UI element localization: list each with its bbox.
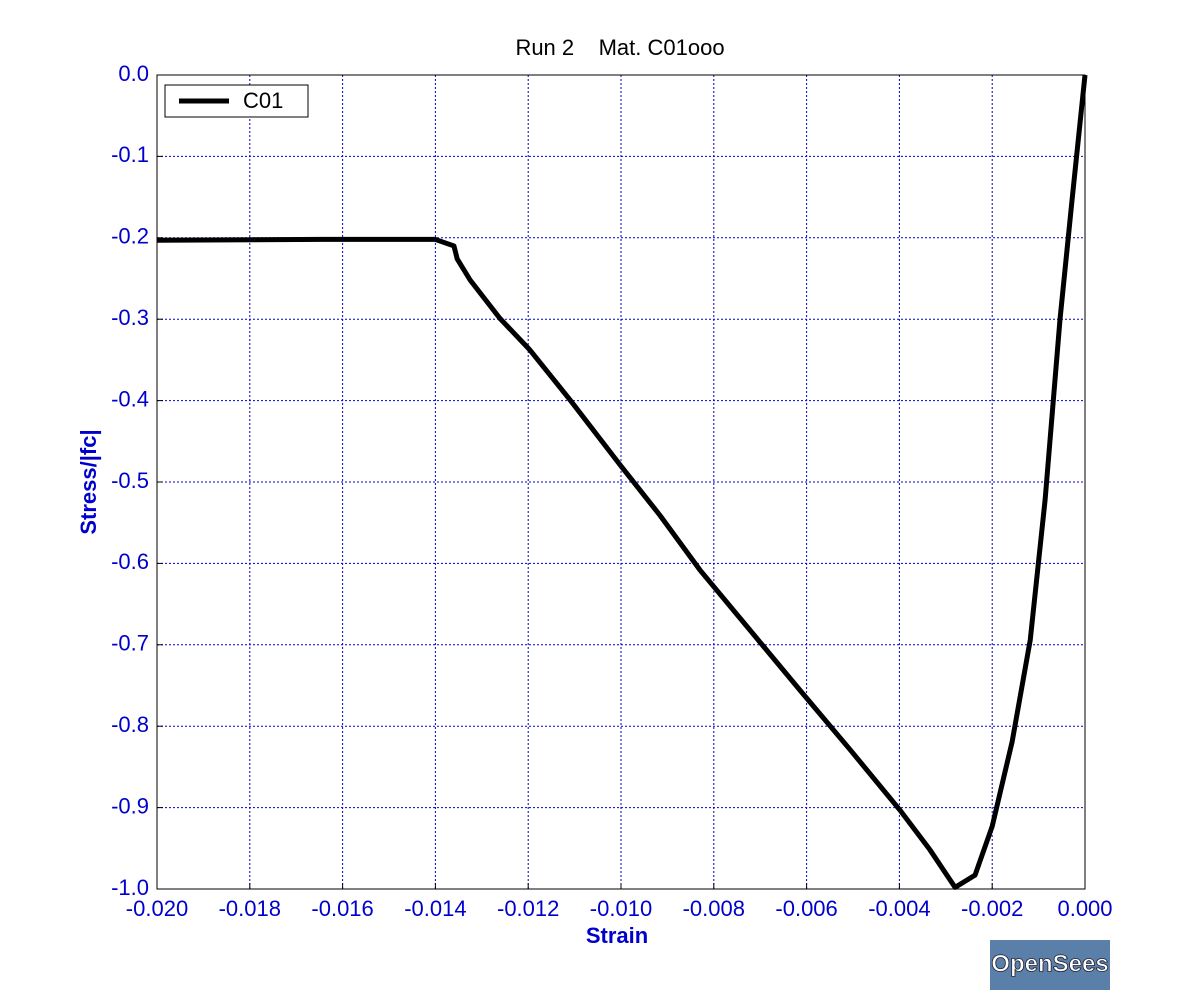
y-tick-label: 0.0 (118, 61, 149, 86)
x-tick-label: -0.008 (683, 896, 745, 921)
chart-title: Run 2 Mat. C01ooo (515, 35, 724, 60)
y-tick-label: -0.2 (111, 224, 149, 249)
y-tick-label: -0.3 (111, 305, 149, 330)
plot-frame (156, 74, 1086, 890)
y-tick-label: -0.9 (111, 793, 149, 818)
x-tick-label: -0.012 (497, 896, 559, 921)
x-tick-label: -0.014 (404, 896, 466, 921)
legend-label: C01 (243, 88, 283, 113)
x-tick-label: 0.000 (1057, 896, 1112, 921)
watermark-logo: OpenSees (990, 940, 1110, 990)
logo-box (990, 940, 1110, 990)
x-tick-label: -0.018 (219, 896, 281, 921)
y-tick-label: -0.7 (111, 631, 149, 656)
x-tick-label: -0.004 (868, 896, 930, 921)
y-tick-label: -0.4 (111, 386, 149, 411)
y-tick-label: -0.1 (111, 142, 149, 167)
y-tick-label: -1.0 (111, 875, 149, 900)
x-tick-label: -0.002 (961, 896, 1023, 921)
x-tick-label: -0.006 (775, 896, 837, 921)
data-line (156, 74, 1088, 890)
logo-text: OpenSees (991, 950, 1108, 977)
y-tick-label: -0.5 (111, 468, 149, 493)
x-tick-label: -0.016 (311, 896, 373, 921)
x-tick-label: -0.020 (126, 896, 188, 921)
x-axis-label: Strain (586, 923, 648, 948)
y-axis-label: Stress/|fc| (76, 429, 101, 534)
x-tick-label: -0.010 (590, 896, 652, 921)
y-tick-label: -0.8 (111, 712, 149, 737)
y-tick-label: -0.6 (111, 549, 149, 574)
